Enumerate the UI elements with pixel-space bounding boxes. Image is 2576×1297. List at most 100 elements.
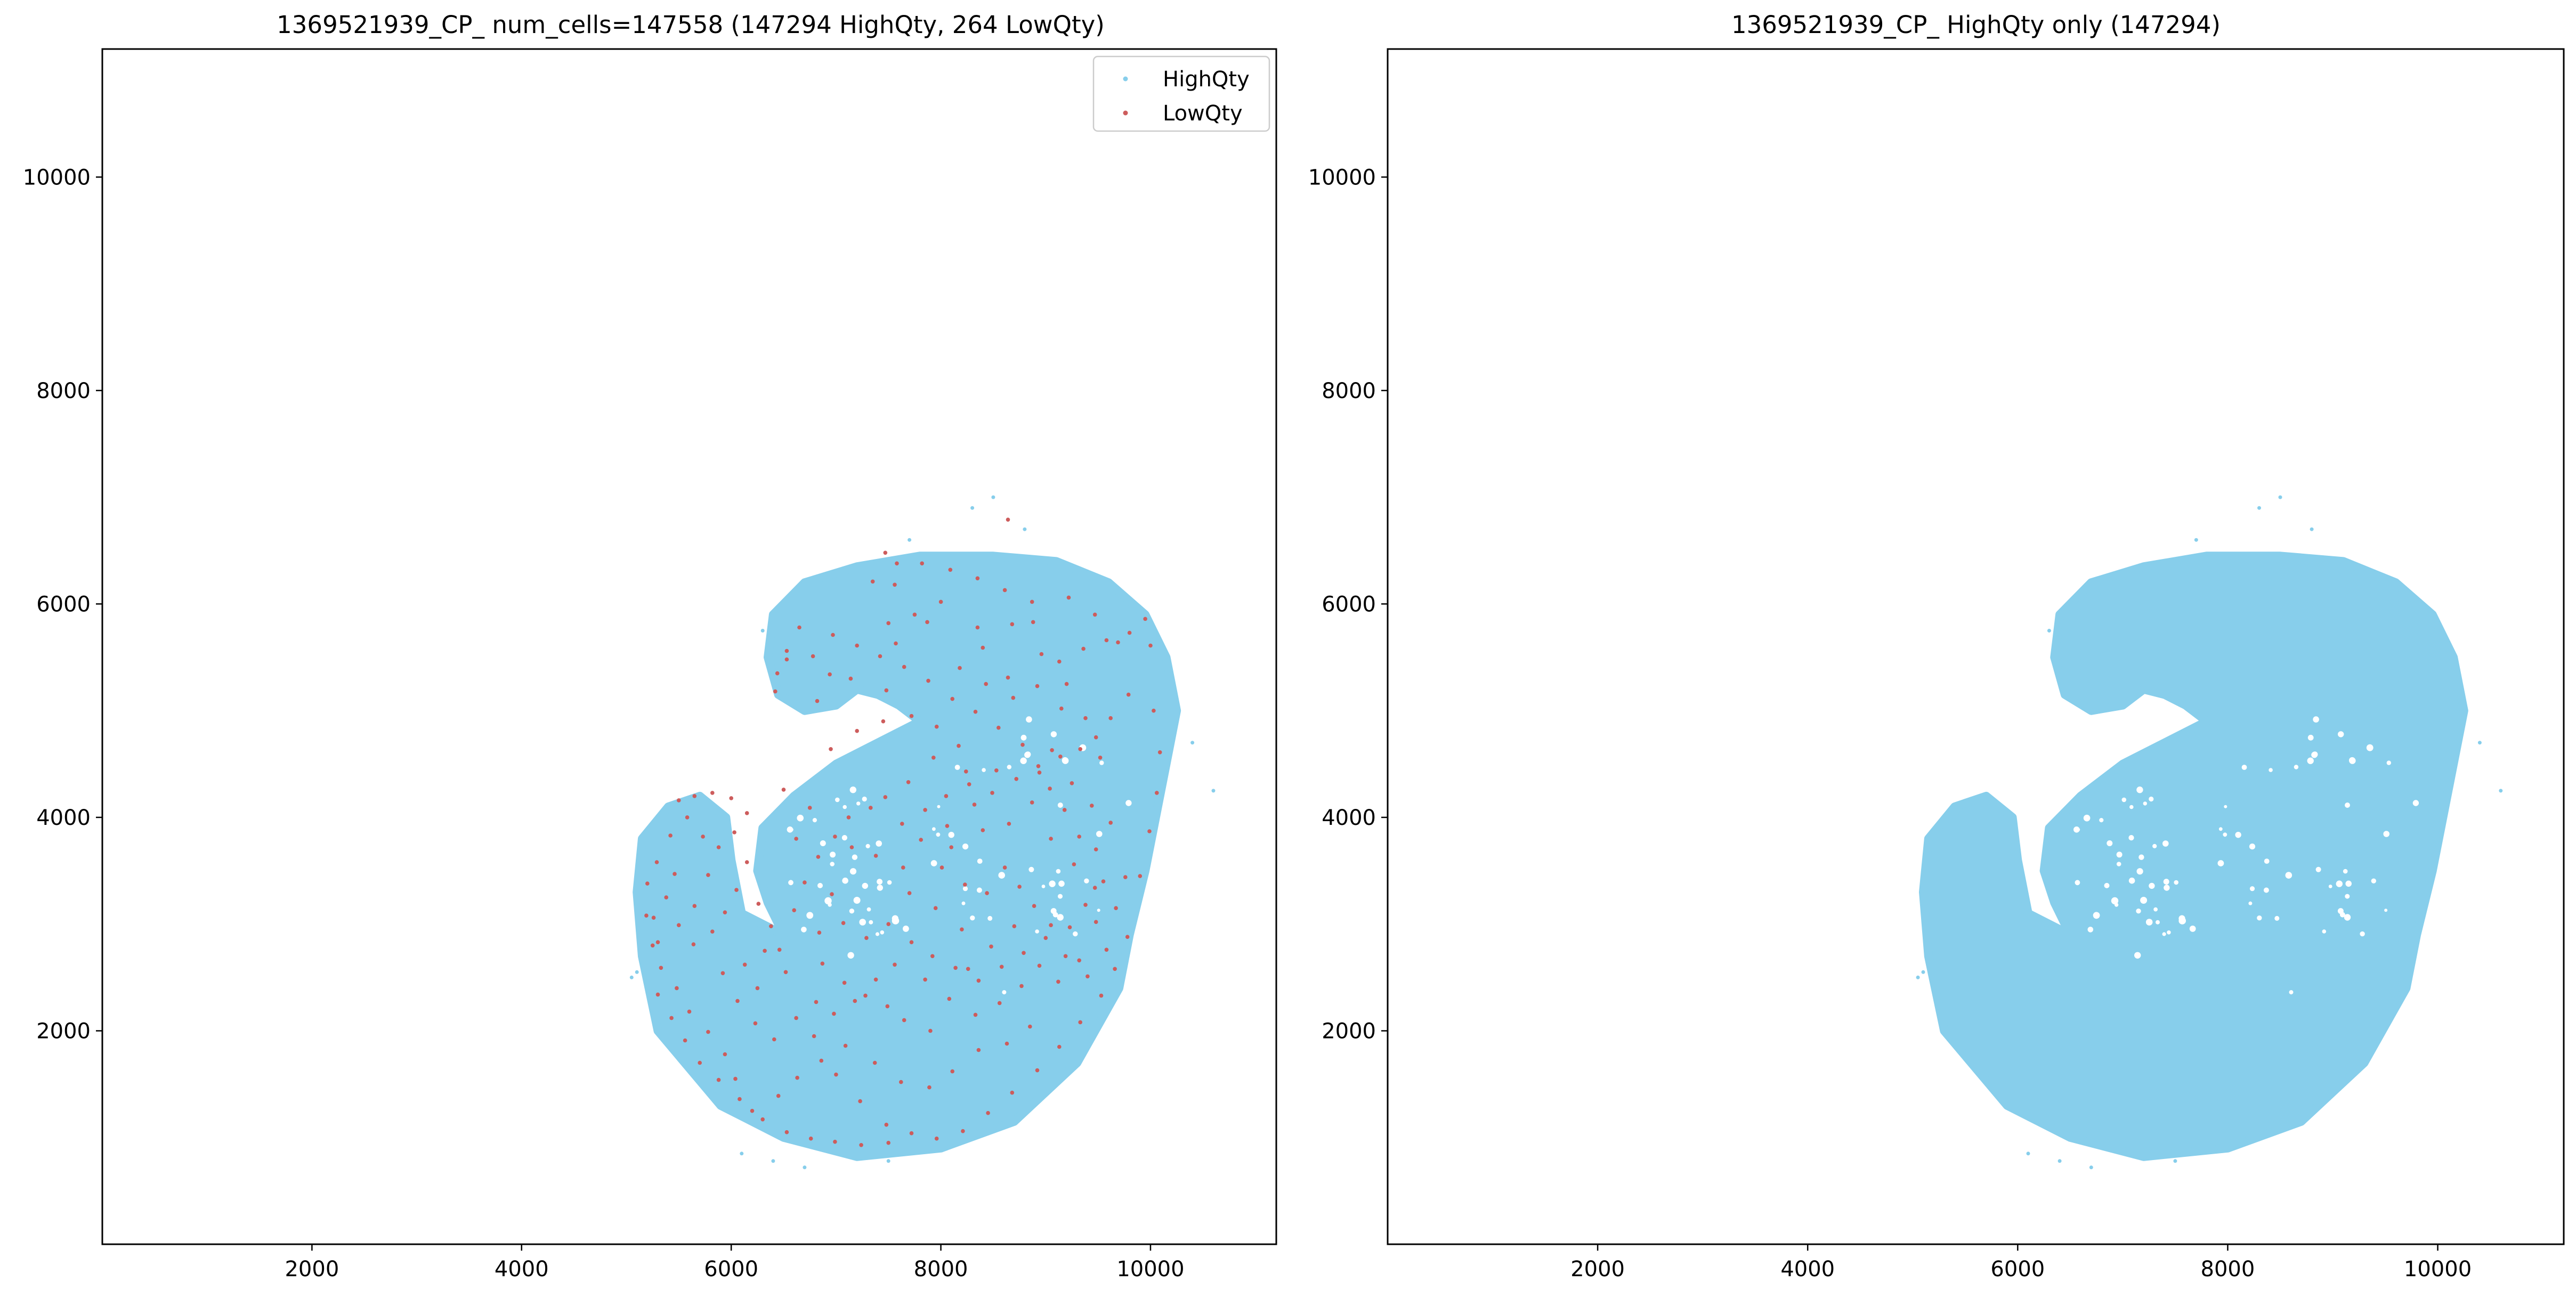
- left-lowqty-point: [990, 791, 994, 795]
- left-gap-speck: [801, 927, 807, 933]
- left-lowqty-point: [784, 648, 789, 653]
- right-x-tick-label: 2000: [1570, 1257, 1625, 1282]
- left-lowqty-point: [811, 654, 815, 659]
- left-x-tick-label: 8000: [914, 1257, 968, 1282]
- right-points-layer: [1916, 495, 2503, 1170]
- right-gap-speck: [2136, 787, 2143, 793]
- left-lowqty-point: [1010, 622, 1015, 627]
- left-lowqty-point: [1090, 804, 1094, 808]
- left-lowqty-point: [1070, 781, 1074, 785]
- left-lowqty-point: [1037, 771, 1042, 775]
- left-lowqty-point: [817, 930, 822, 935]
- right-gap-speck: [2384, 909, 2388, 912]
- left-lowqty-point: [769, 924, 773, 928]
- left-lowqty-point: [816, 855, 821, 859]
- right-gap-speck: [2274, 915, 2280, 921]
- left-lowqty-point: [886, 922, 890, 926]
- right-gap-speck: [2345, 894, 2350, 899]
- left-gap-speck: [830, 852, 836, 858]
- left-gap-speck: [977, 858, 983, 864]
- left-lowqty-point: [1030, 599, 1034, 604]
- left-lowqty-point: [1066, 595, 1071, 600]
- left-lowqty-point: [1010, 1090, 1015, 1095]
- left-lowqty-point: [692, 794, 697, 798]
- left-lowqty-point: [710, 791, 715, 795]
- right-gap-speck: [2145, 919, 2153, 926]
- left-lowqty-point: [1152, 708, 1156, 713]
- left-gap-speck: [806, 912, 814, 919]
- left-gap-speck: [970, 915, 975, 921]
- left-lowqty-point: [820, 961, 825, 966]
- left-lowqty-point: [1002, 588, 1007, 593]
- left-highqty-stray-point: [1190, 741, 1195, 745]
- right-gap-speck: [2294, 765, 2299, 769]
- left-lowqty-point: [1006, 517, 1010, 522]
- left-gap-speck: [961, 901, 966, 905]
- right-gap-speck: [2149, 796, 2154, 802]
- left-gap-speck: [847, 952, 854, 959]
- left-lowqty-point: [881, 719, 886, 724]
- right-gap-speck: [2223, 832, 2227, 837]
- left-gap-speck: [880, 930, 885, 935]
- right-gap-speck: [2077, 828, 2080, 832]
- left-lowqty-point: [997, 1001, 1002, 1006]
- right-gap-speck: [2338, 731, 2344, 737]
- left-gap-speck: [865, 844, 870, 848]
- left-lowqty-point: [1006, 675, 1010, 680]
- left-lowqty-point: [784, 657, 789, 662]
- right-x-tick-label: 8000: [2201, 1257, 2255, 1282]
- left-lowqty-point: [1032, 904, 1036, 908]
- right-gap-speck: [2111, 897, 2119, 905]
- left-lowqty-point: [1126, 692, 1131, 697]
- left-lowqty-point: [807, 806, 812, 810]
- left-lowqty-point: [886, 1140, 890, 1145]
- left-lowqty-point: [973, 709, 978, 714]
- left-lowqty-point: [934, 724, 939, 729]
- left-lowqty-point: [878, 654, 882, 659]
- left-gap-speck: [828, 903, 832, 907]
- left-lowqty-point: [1007, 822, 1011, 826]
- left-lowqty-point: [975, 625, 980, 630]
- right-gap-speck: [2248, 901, 2253, 905]
- left-lowqty-point: [1108, 821, 1113, 825]
- left-lowqty-point: [668, 833, 673, 838]
- left-lowqty-point: [948, 568, 953, 572]
- left-lowqty-point: [815, 699, 820, 703]
- left-lowqty-point: [859, 1143, 863, 1147]
- left-gap-speck: [1028, 866, 1034, 872]
- left-lowqty-point: [849, 845, 854, 849]
- left-lowqty-point: [1019, 984, 1024, 988]
- right-gap-speck: [2383, 831, 2390, 837]
- left-lowqty-point: [1050, 748, 1054, 752]
- left-gap-speck: [982, 768, 986, 772]
- left-lowqty-point: [651, 915, 656, 920]
- left-gap-speck: [869, 920, 873, 925]
- left-lowqty-point: [985, 891, 989, 895]
- left-lowqty-point: [1104, 638, 1109, 643]
- right-axis-ticks: 2000 4000 6000 8000 10000 2000 4000 6000 8000 100…: [1308, 165, 2472, 1282]
- left-gap-speck: [936, 832, 941, 837]
- left-lowqty-point: [931, 756, 936, 760]
- left-lowqty-point: [950, 696, 954, 701]
- left-gap-speck: [824, 897, 832, 905]
- right-gap-speck: [2143, 801, 2147, 806]
- left-lowqty-point: [841, 921, 846, 925]
- right-gap-speck: [2312, 751, 2318, 758]
- left-x-tick-label: 4000: [495, 1257, 549, 1282]
- left-lowqty-point: [723, 910, 727, 914]
- left-lowqty-point: [967, 782, 971, 787]
- left-lowqty-point: [792, 908, 796, 912]
- left-lowqty-point: [945, 824, 950, 828]
- left-lowqty-point: [938, 599, 943, 604]
- left-lowqty-point: [691, 942, 696, 946]
- right-interior-gaps: [2073, 716, 2419, 995]
- right-highqty-stray-point: [2057, 1159, 2062, 1163]
- right-gap-speck: [2249, 844, 2256, 850]
- left-y-tick-label: 2000: [36, 1019, 91, 1043]
- left-lowqty-point: [883, 550, 888, 555]
- left-lowqty-point: [1067, 925, 1072, 929]
- left-lowqty-point: [655, 992, 660, 997]
- left-lowqty-point: [1037, 963, 1042, 968]
- right-gap-speck: [2093, 912, 2100, 919]
